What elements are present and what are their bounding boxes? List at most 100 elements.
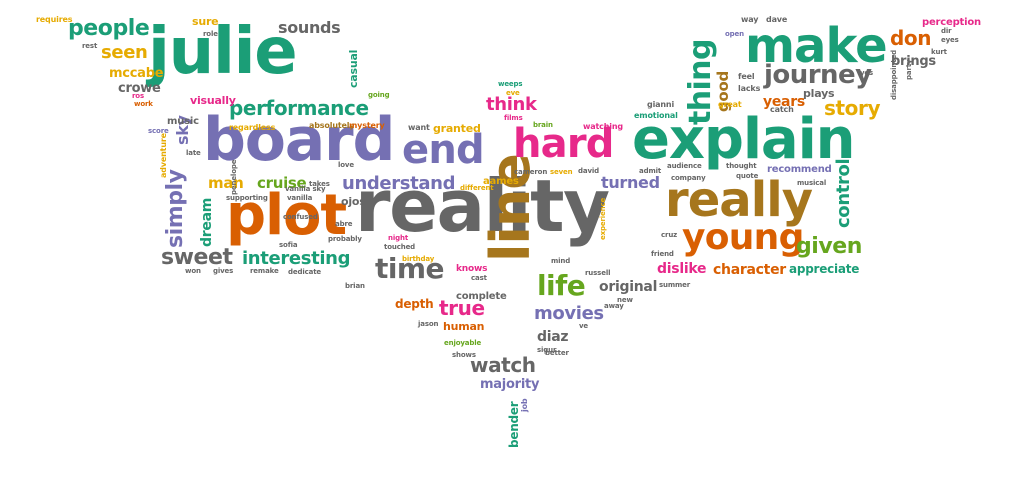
word: weeps <box>498 80 523 88</box>
word: time <box>375 252 444 285</box>
word: thing <box>683 39 718 125</box>
word: russell <box>585 269 611 277</box>
word: dream <box>199 197 215 247</box>
word: jason <box>418 320 439 328</box>
word: man <box>208 174 244 192</box>
word: brain <box>533 121 553 129</box>
word: story <box>824 96 881 120</box>
word: won <box>185 267 201 275</box>
word: bender <box>507 401 521 448</box>
word: sure <box>192 15 219 28</box>
word: kurt <box>931 48 947 56</box>
word: supporting <box>226 194 268 202</box>
word: young <box>682 217 804 258</box>
word: requires <box>36 15 73 24</box>
word: cast <box>471 274 487 282</box>
word: shows <box>452 351 476 359</box>
word: dave <box>766 15 788 24</box>
word: years <box>763 94 805 110</box>
word: knows <box>456 264 488 274</box>
word: music <box>167 116 199 127</box>
word: enjoyable <box>444 339 482 347</box>
word: visually <box>190 94 236 107</box>
word: control <box>833 158 854 228</box>
word: character <box>713 262 786 278</box>
word: feel <box>738 72 755 81</box>
word: party <box>905 59 913 80</box>
word: sofia <box>279 241 298 249</box>
word: vanilla <box>287 194 313 202</box>
word: don <box>890 26 932 50</box>
word: brings <box>891 54 936 69</box>
word: end <box>402 127 485 173</box>
word: dir <box>941 27 952 35</box>
word: penelope <box>230 159 238 195</box>
word: confused <box>283 213 318 221</box>
word: work <box>134 100 153 108</box>
word: remake <box>250 267 279 275</box>
word: rest <box>82 42 98 50</box>
word: open <box>725 30 744 38</box>
word: complete <box>456 291 507 302</box>
word: away <box>604 302 624 310</box>
word: original <box>599 279 658 295</box>
word: gianni <box>647 100 675 109</box>
word: cruise <box>257 174 307 192</box>
word: true <box>439 296 485 320</box>
word: want <box>408 123 430 132</box>
word: sweet <box>161 245 233 270</box>
word: plays <box>803 87 835 100</box>
word: birthday <box>402 255 435 263</box>
word: david <box>578 167 600 175</box>
word: probably <box>328 235 362 243</box>
word: gives <box>213 267 234 275</box>
word: turned <box>601 173 660 192</box>
word: musical <box>797 179 827 187</box>
word: thought <box>726 162 757 170</box>
word: brian <box>345 282 365 290</box>
word: films <box>504 114 523 122</box>
word: great <box>718 100 742 109</box>
word: performance <box>229 96 369 120</box>
word: board <box>203 105 395 175</box>
word: given <box>796 234 863 259</box>
word: hard <box>513 121 614 167</box>
word: touched <box>384 243 416 251</box>
word: emotional <box>634 111 678 120</box>
word: perception <box>922 17 981 28</box>
word: mccabe <box>109 66 164 81</box>
word: late <box>186 149 201 157</box>
word: life <box>537 269 586 302</box>
word: people <box>68 16 150 41</box>
word: regardless <box>229 123 276 132</box>
word: company <box>671 174 706 182</box>
word: interesting <box>242 248 351 269</box>
word: admit <box>639 167 662 175</box>
word: eyes <box>941 36 959 44</box>
word: abre <box>335 220 353 228</box>
word: plot <box>226 183 347 248</box>
word: diaz <box>537 329 569 345</box>
word: experience <box>599 197 607 240</box>
word: job <box>520 398 529 413</box>
word: absolutely <box>309 121 355 130</box>
word: majority <box>480 377 540 392</box>
word: friend <box>651 250 674 258</box>
word: role <box>203 30 218 38</box>
word: crowe <box>118 81 161 96</box>
word: yes <box>860 69 874 77</box>
word: explain <box>632 107 856 172</box>
word: aames <box>483 176 519 187</box>
word: seen <box>101 42 148 63</box>
word: ve <box>579 322 589 330</box>
word: human <box>443 320 485 333</box>
word: disappointed <box>890 50 898 100</box>
word: watching <box>583 122 623 131</box>
word: ojos <box>341 195 366 208</box>
word: watch <box>470 353 536 377</box>
word: summer <box>659 281 691 289</box>
word: quote <box>736 172 759 180</box>
word: audience <box>667 162 702 170</box>
word: way <box>741 15 759 24</box>
word: sounds <box>278 18 341 37</box>
